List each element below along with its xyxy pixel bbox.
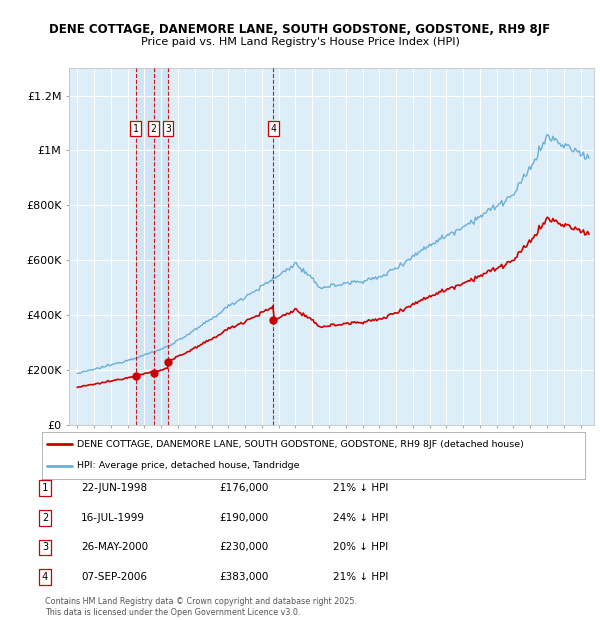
Text: DENE COTTAGE, DANEMORE LANE, SOUTH GODSTONE, GODSTONE, RH9 8JF: DENE COTTAGE, DANEMORE LANE, SOUTH GODST… (49, 24, 551, 36)
Text: 1: 1 (42, 483, 48, 493)
Text: 4: 4 (42, 572, 48, 582)
Text: 24% ↓ HPI: 24% ↓ HPI (333, 513, 388, 523)
Text: 2: 2 (151, 123, 157, 133)
Text: 3: 3 (165, 123, 171, 133)
Text: Price paid vs. HM Land Registry's House Price Index (HPI): Price paid vs. HM Land Registry's House … (140, 37, 460, 47)
Text: £230,000: £230,000 (219, 542, 268, 552)
Text: 21% ↓ HPI: 21% ↓ HPI (333, 483, 388, 493)
Bar (136, 68, 168, 425)
Text: £383,000: £383,000 (219, 572, 268, 582)
Text: DENE COTTAGE, DANEMORE LANE, SOUTH GODSTONE, GODSTONE, RH9 8JF (detached house): DENE COTTAGE, DANEMORE LANE, SOUTH GODST… (77, 440, 524, 449)
Text: 21% ↓ HPI: 21% ↓ HPI (333, 572, 388, 582)
Text: 2: 2 (42, 513, 48, 523)
Text: 22-JUN-1998: 22-JUN-1998 (81, 483, 147, 493)
Text: Contains HM Land Registry data © Crown copyright and database right 2025.
This d: Contains HM Land Registry data © Crown c… (45, 598, 357, 617)
Text: £190,000: £190,000 (219, 513, 268, 523)
Text: 16-JUL-1999: 16-JUL-1999 (81, 513, 145, 523)
Text: £176,000: £176,000 (219, 483, 268, 493)
Text: 26-MAY-2000: 26-MAY-2000 (81, 542, 148, 552)
Text: 1: 1 (133, 123, 139, 133)
Text: 3: 3 (42, 542, 48, 552)
Text: 20% ↓ HPI: 20% ↓ HPI (333, 542, 388, 552)
Text: HPI: Average price, detached house, Tandridge: HPI: Average price, detached house, Tand… (77, 461, 300, 471)
Text: 4: 4 (271, 123, 276, 133)
Text: 07-SEP-2006: 07-SEP-2006 (81, 572, 147, 582)
